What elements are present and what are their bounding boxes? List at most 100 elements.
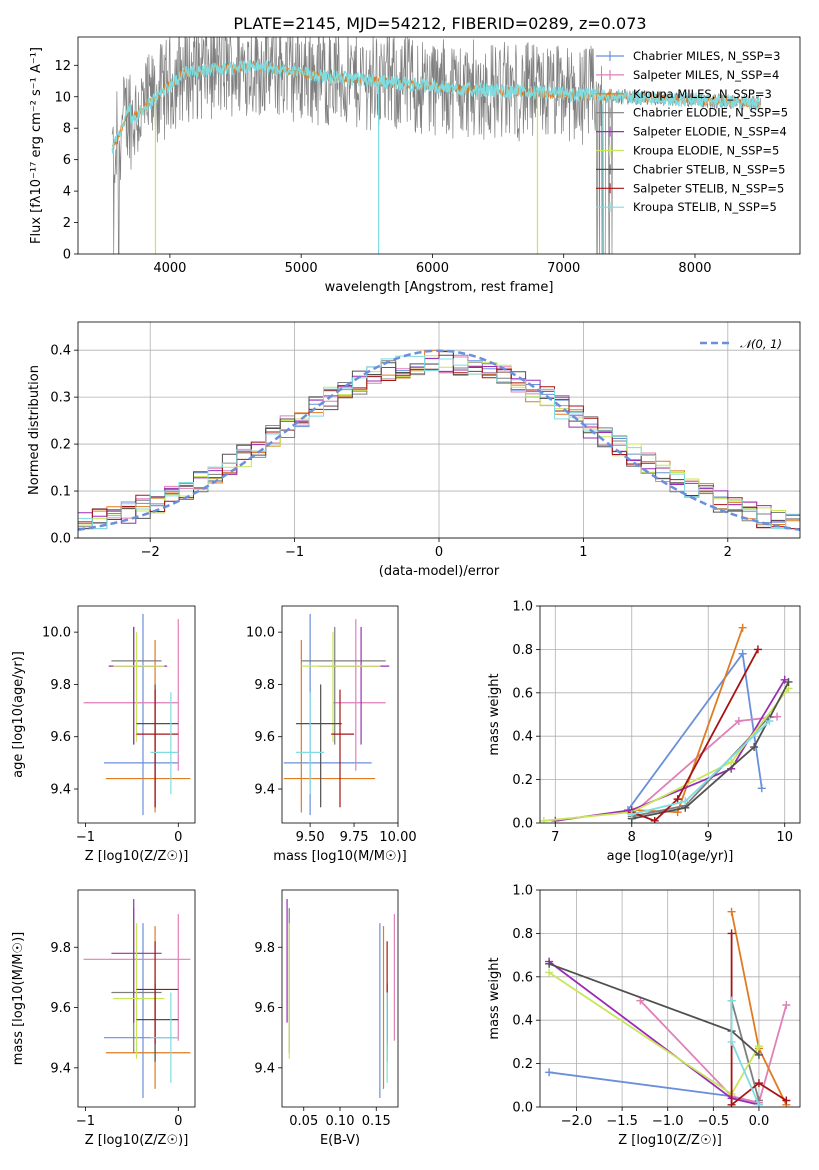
residuals-legend: 𝒩(0, 1)	[700, 337, 782, 351]
x-tick-label: −1	[76, 830, 95, 845]
x-tick-label: 1	[579, 545, 587, 560]
legend-label: 𝒩(0, 1)	[740, 337, 782, 351]
x-tick-label: 0.0	[749, 1114, 770, 1129]
legend-label: Kroupa STELIB, N_SSP=5	[633, 200, 777, 214]
y-tick-label: 9.4	[254, 1061, 275, 1076]
x-axis-label: Z [log10(Z/Z☉)]	[618, 1133, 722, 1148]
y-tick-label: 0.2	[50, 438, 71, 453]
legend-label: Kroupa ELODIE, N_SSP=5	[633, 144, 779, 158]
series-marker-yellowgreen	[540, 816, 548, 823]
series-marker-yellowgreen	[754, 1042, 763, 1051]
y-tick-label: 9.8	[50, 941, 71, 956]
y-tick-label: 4	[63, 185, 71, 200]
x-tick-label: 0	[435, 545, 443, 560]
series-marker-darkred	[727, 929, 736, 938]
y-tick-label: 6	[63, 153, 71, 168]
y-axis-label: Flux [fλ10⁻¹⁷ erg cm⁻² s⁻¹ A⁻¹]	[29, 47, 44, 244]
series-marker-orange	[738, 623, 747, 632]
y-axis-label: mass weight	[487, 673, 502, 755]
series-line-pink	[639, 1000, 788, 1104]
y-tick-label: 0.0	[512, 817, 533, 832]
axes-frame	[77, 889, 196, 1108]
series-marker-cyan	[681, 797, 690, 806]
y-tick-label: 9.8	[50, 678, 71, 693]
legend-label: Chabrier ELODIE, N_SSP=5	[633, 106, 788, 120]
legend-label: Salpeter ELODIE, N_SSP=4	[633, 125, 787, 139]
y-tick-label: 9.8	[254, 941, 275, 956]
series-marker-cyan	[754, 1100, 763, 1107]
x-tick-label: 9	[704, 830, 712, 845]
normal-curve	[78, 349, 800, 532]
y-tick-label: 0	[63, 248, 71, 263]
y-axis-label: mass weight	[487, 957, 502, 1039]
y-tick-label: 9.8	[254, 678, 275, 693]
y-tick-label: 1.0	[512, 600, 533, 615]
y-tick-label: 0.0	[50, 532, 71, 547]
y-axis-label: mass [log10(M/M☉)]	[11, 932, 26, 1065]
y-tick-label: 0.2	[512, 773, 533, 788]
legend-label: Chabrier MILES, N_SSP=3	[633, 49, 780, 63]
x-tick-label: −0.5	[698, 1114, 730, 1129]
x-axis-label: E(B-V)	[320, 1133, 360, 1148]
series-marker-pink	[782, 1001, 791, 1010]
y-tick-label: 0.6	[512, 686, 533, 701]
y-tick-label: 10.0	[246, 626, 275, 641]
series-marker-darkred	[782, 1096, 791, 1105]
panel-age-vs-Z: −1 0 9.4 9.6 9.8 10.0 Z [log10(Z/Z☉)] age [log1…	[11, 605, 196, 864]
panel-mass-vs-ebv: 0.05 0.10 0.15 9.4 9.6 9.8 E(B-V)	[254, 889, 399, 1148]
x-tick-label: 4000	[153, 261, 186, 276]
x-tick-label: 8	[628, 830, 636, 845]
panel-residuals: −2 −1 0 1 2 0.0 0.1 0.2 0.3 0.4 (data-model)/error…	[27, 321, 801, 579]
model-spectrum	[111, 59, 761, 154]
legend-label: Salpeter STELIB, N_SSP=5	[633, 181, 784, 195]
histogram-cyan	[78, 355, 800, 530]
series-marker-cornflower	[757, 784, 766, 793]
figure-title: PLATE=2145, MJD=54212, FIBERID=0289, z=0…	[233, 14, 646, 33]
x-tick-label: 10	[776, 830, 793, 845]
x-tick-label: 8000	[678, 261, 711, 276]
legend-label: Salpeter MILES, N_SSP=4	[633, 68, 779, 82]
legend-label: Kroupa MILES, N_SSP=3	[633, 87, 772, 101]
y-tick-label: 0.3	[50, 391, 71, 406]
y-tick-label: 1.0	[512, 884, 533, 899]
x-tick-label: −1	[285, 545, 304, 560]
y-tick-label: 0.0	[512, 1101, 533, 1116]
series-line-cyan	[631, 720, 771, 816]
series-marker-dark	[750, 743, 759, 752]
panel-age-vs-mass: 9.50 9.75 10.00 9.4 9.6 9.8 10.0 mass [log10(M/…	[246, 605, 417, 864]
y-tick-label: 0.8	[512, 643, 533, 658]
series-marker-yellowgreen	[545, 968, 554, 977]
x-tick-label: −1.5	[606, 1114, 638, 1129]
x-tick-label: 0	[174, 830, 182, 845]
y-tick-label: 9.6	[254, 1001, 275, 1016]
y-tick-label: 0.2	[512, 1057, 533, 1072]
x-tick-label: 0.10	[326, 1114, 355, 1129]
series-marker-cornflower	[738, 649, 747, 658]
x-axis-label: Z [log10(Z/Z☉)]	[85, 849, 189, 864]
series-marker-dark	[784, 677, 793, 686]
y-tick-label: 0.4	[50, 344, 71, 359]
axes-frame	[539, 605, 801, 824]
y-tick-label: 10	[54, 90, 71, 105]
panel-massweight-vs-age: 7 8 9 10 0.0 0.2 0.4 0.6 0.8 1.0 age [log10(age/yr…	[487, 600, 801, 864]
y-tick-label: 0.6	[512, 970, 533, 985]
x-axis-label: mass [log10(M/M☉)]	[273, 849, 406, 864]
x-tick-label: 2	[724, 545, 732, 560]
x-axis-label: wavelength [Angstrom, rest frame]	[325, 280, 554, 295]
x-tick-label: 0	[174, 1114, 182, 1129]
series-line-yellowgreen	[543, 687, 790, 822]
axes-frame	[539, 889, 801, 1108]
axes-frame	[281, 889, 399, 1108]
x-tick-label: 0.05	[289, 1114, 318, 1129]
y-axis-label: age [log10(age/yr)]	[11, 651, 26, 778]
panel-mass-vs-Z: −1 0 9.4 9.6 9.8 Z [log10(Z/Z☉)] mass [log10(M…	[11, 889, 196, 1148]
x-axis-label: age [log10(age/yr)]	[607, 849, 734, 864]
axes-frame	[281, 605, 399, 824]
y-tick-label: 9.6	[50, 730, 71, 745]
series-line-gray	[730, 1000, 760, 1101]
y-tick-label: 0.4	[512, 730, 533, 745]
axes-frame	[77, 605, 196, 824]
series-marker-pink	[773, 712, 782, 721]
series-marker-pink	[734, 717, 743, 726]
